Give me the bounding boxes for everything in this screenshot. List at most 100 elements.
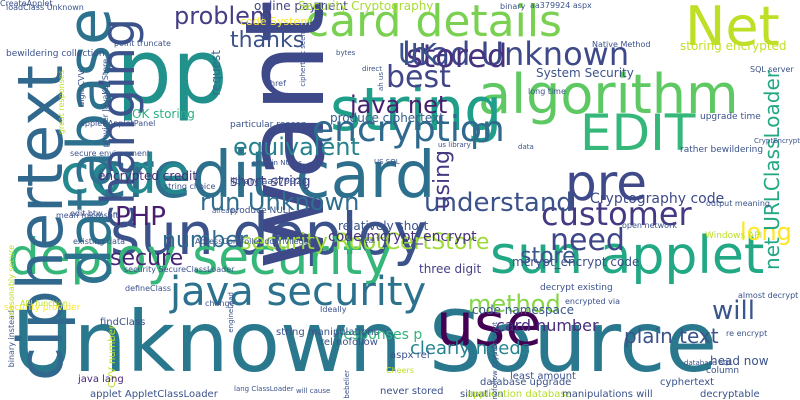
cloud-word: rel nofollow xyxy=(320,337,378,348)
cloud-word: lang ClassLoader xyxy=(234,385,294,393)
cloud-word: decrypt existing xyxy=(540,283,613,293)
cloud-word: Cheers xyxy=(386,366,414,375)
cloud-word: store xyxy=(520,244,576,269)
cloud-word: Unknown Source xyxy=(12,293,718,391)
cloud-word: already xyxy=(212,207,239,215)
cloud-word: thanks xyxy=(230,28,305,53)
cloud-word: secure environment xyxy=(70,149,151,158)
cloud-word: string manipulations xyxy=(276,327,379,338)
cloud-word: href xyxy=(270,79,286,88)
cloud-word: binary instead xyxy=(7,310,16,368)
cloud-word: run Unknown xyxy=(200,188,360,216)
cloud-word: equivalent xyxy=(233,133,360,161)
cloud-word: using xyxy=(430,150,455,210)
cloud-word: contain NULLs xyxy=(252,159,303,167)
cloud-word: library aa379924 xyxy=(230,177,308,187)
cloud-word: System Security xyxy=(536,66,634,80)
cloud-word: existing data xyxy=(73,237,125,246)
cloud-word: online payment xyxy=(254,0,348,13)
cloud-word: almost decrypt xyxy=(738,291,799,300)
cloud-word: data xyxy=(518,143,534,151)
cloud-word: never stored xyxy=(380,386,444,397)
cloud-word: load Unknown xyxy=(402,35,630,73)
cloud-word: database SQL xyxy=(684,359,733,367)
cloud-word: point truncate xyxy=(114,39,171,48)
cloud-word: reasonably secure xyxy=(7,245,16,319)
cloud-word: ah us xyxy=(377,72,385,92)
cloud-word: code System xyxy=(240,15,312,28)
cloud-word: particular reason xyxy=(230,120,307,130)
cloud-word: ciphertext seems xyxy=(299,26,307,87)
cloud-word: encrypted via xyxy=(565,297,621,306)
cloud-word: relatively short xyxy=(338,219,429,233)
cloud-word: re encrypt xyxy=(726,329,768,338)
cloud-word: method xyxy=(468,290,561,318)
cloud-word: clearly needs xyxy=(410,338,531,359)
cloud-word: binary xyxy=(500,2,526,11)
cloud-word: code xyxy=(60,143,191,206)
cloud-word: PHP xyxy=(115,202,166,232)
cloud-word: java lang xyxy=(78,374,124,385)
cloud-word: open network xyxy=(622,221,677,230)
cloud-word: head now xyxy=(710,354,769,368)
cloud-word: java net xyxy=(350,91,448,119)
cloud-word: manipulations will xyxy=(562,389,653,400)
cloud-word: long time xyxy=(528,87,566,96)
cloud-word: stored xyxy=(406,37,508,75)
cloud-word: security SecureClassLoader xyxy=(124,265,235,274)
cloud-word: mean microsoft xyxy=(56,211,119,220)
cloud-word: problem xyxy=(174,2,274,30)
cloud-word: mcrypt_encrypt code xyxy=(512,255,640,269)
cloud-word: plain text xyxy=(624,324,719,348)
cloud-word: API function xyxy=(20,299,68,308)
cloud-word: Native Method xyxy=(592,40,651,49)
cloud-word: long xyxy=(740,218,792,246)
cloud-word: change xyxy=(205,299,235,308)
cloud-word: situation xyxy=(460,389,504,400)
cloud-word: nofollow CryptEncrypt xyxy=(491,322,499,400)
cloud-word: number xyxy=(162,228,248,253)
cloud-word: application database xyxy=(467,389,572,400)
cloud-word: request xyxy=(209,50,223,96)
cloud-word: security provider xyxy=(4,303,81,313)
cloud-word: bytes xyxy=(336,49,356,57)
cloud-word: will cause xyxy=(296,387,331,395)
cloud-word: p xyxy=(470,111,492,151)
cloud-word: net URLClassLoader xyxy=(760,70,784,270)
cloud-word: findClass xyxy=(100,317,146,328)
cloud-word: code namespace xyxy=(472,303,574,317)
cloud-word: card number xyxy=(496,316,599,335)
cloud-word: digit CVV xyxy=(77,70,86,107)
cloud-word: code mcrypt_encrypt xyxy=(328,229,477,245)
cloud-word: deal xyxy=(360,237,375,245)
cloud-word: column xyxy=(706,366,740,376)
cloud-word: short string xyxy=(230,174,311,190)
cloud-word: applet AppletClassLoader xyxy=(90,389,218,400)
cloud-word: sun applet xyxy=(490,226,765,286)
cloud-word: secure xyxy=(110,246,184,271)
cloud-word: engineLoad xyxy=(227,292,235,333)
cloud-word: us library xyxy=(438,141,471,149)
cloud-word: provider JavaKeyStore xyxy=(101,59,110,148)
cloud-word: upgrade time xyxy=(700,112,761,122)
cloud-word: security RootCertStore xyxy=(240,230,490,255)
cloud-word: understand xyxy=(424,188,573,218)
cloud-word: US SQL xyxy=(374,158,400,166)
cloud-word: Cryptography code xyxy=(590,191,725,207)
cloud-word: encryption xyxy=(312,109,505,150)
cloud-word: SQL server xyxy=(750,65,794,74)
cloud-word: string choice xyxy=(164,182,216,191)
cloud-word: credit card xyxy=(92,139,436,213)
cloud-word: Windows API xyxy=(705,231,763,241)
cloud-word: customer xyxy=(541,195,692,233)
cloud-word: encrypted credit xyxy=(98,169,198,183)
cloud-word: use xyxy=(436,290,543,360)
cloud-word: storing encrypted xyxy=(680,39,787,53)
cloud-word: database upgrade xyxy=(480,377,572,388)
cloud-word: string xyxy=(330,75,503,145)
cloud-word: three digit xyxy=(419,262,482,276)
cloud-word: need xyxy=(550,223,625,258)
cloud-word: direct xyxy=(362,65,383,73)
cloud-word: algorithm xyxy=(478,63,739,126)
